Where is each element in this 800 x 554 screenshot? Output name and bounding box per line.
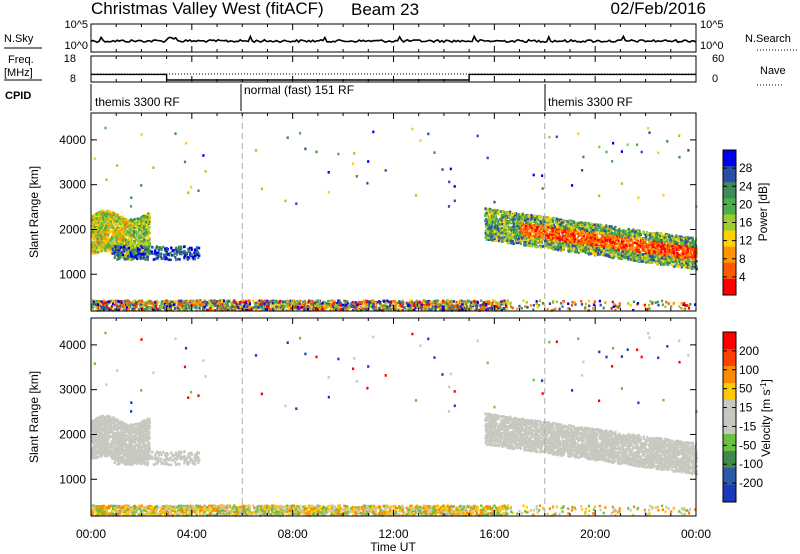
freq-panel: Freq. [MHz] 18 8 60 0 Nave xyxy=(4,53,786,86)
power-panel: 4000 3000 2000 1000 Slant Range [km] 28 24 20… xyxy=(27,112,770,312)
power-cbar-seg-2 xyxy=(723,182,736,199)
x-tick-2: 08:00 xyxy=(278,527,308,541)
power-cbar-tick-4: 12 xyxy=(739,234,753,248)
power-cbar-tick-3: 16 xyxy=(739,216,753,230)
velocity-cbar-tick-0: 200 xyxy=(739,344,759,358)
velocity-cbar-seg-1 xyxy=(723,349,736,367)
power-cbar-seg-5 xyxy=(723,230,736,248)
velocity-cbar-seg-4 xyxy=(723,400,736,418)
cpid-mode-3: themis 3300 RF xyxy=(548,95,633,109)
nsky-trace xyxy=(90,34,697,44)
nave-label: Nave xyxy=(760,65,786,77)
velocity-cbar-tick-6: -100 xyxy=(739,457,763,471)
velocity-ylabel: Slant Range [km] xyxy=(27,371,41,463)
nsky-panel: N.Sky 10^5 10^0 10^5 10^0 N.Search xyxy=(4,19,797,53)
power-ytick-1: 3000 xyxy=(59,178,86,192)
time-axis: 00:00 04:00 08:00 12:00 16:00 20:00 00:00 xyxy=(76,24,711,541)
x-tick-4: 16:00 xyxy=(479,527,509,541)
power-ytick-3: 1000 xyxy=(59,267,86,281)
velocity-cbar-seg-9 xyxy=(723,485,736,503)
x-tick-5: 20:00 xyxy=(580,527,610,541)
velocity-cbar-tick-5: -50 xyxy=(739,438,757,452)
cpid-mode-2: normal (fast) 151 RF xyxy=(244,83,354,97)
velocity-cbar-seg-2 xyxy=(723,366,736,384)
x-tick-3: 12:00 xyxy=(378,527,408,541)
velocity-colorbar-label: Velocity [m s-1] xyxy=(759,379,773,457)
power-cbar-seg-8 xyxy=(723,278,736,296)
nsky-tick-top: 10^5 xyxy=(64,19,88,31)
nsearch-label: N.Search xyxy=(745,33,791,45)
velocity-cbar-tick-1: 100 xyxy=(739,363,759,377)
power-colorbar: 28 24 20 16 12 8 4 xyxy=(722,149,753,296)
velocity-cbar-tick-3: 15 xyxy=(739,401,753,415)
beam-title: Beam 23 xyxy=(351,0,419,19)
power-cbar-seg-0 xyxy=(723,150,736,167)
power-cbar-seg-7 xyxy=(723,262,736,280)
freq-tick-top: 18 xyxy=(64,53,76,65)
nsearch-tick-bottom: 10^0 xyxy=(700,40,724,52)
x-tick-0: 00:00 xyxy=(76,527,106,541)
velocity-ytick-2: 2000 xyxy=(59,427,86,441)
nsky-tick-bottom: 10^0 xyxy=(64,40,88,52)
nsearch-tick-top: 10^5 xyxy=(700,19,724,31)
velocity-panel: 4000 3000 2000 1000 Slant Range [km] 200 100… xyxy=(27,317,773,517)
nave-tick-bottom: 0 xyxy=(712,73,718,85)
cpid-panel: CPID themis 3300 RF normal (fast) 151 RF… xyxy=(5,83,633,111)
velocity-cbar-seg-8 xyxy=(723,468,736,486)
freq-unit: [MHz] xyxy=(4,67,33,79)
velocity-ytick-0: 4000 xyxy=(59,338,86,352)
power-cbar-seg-3 xyxy=(723,198,736,215)
velocity-ytick-1: 3000 xyxy=(59,383,86,397)
mode-separators xyxy=(241,113,546,516)
power-cbar-tick-2: 20 xyxy=(739,197,753,211)
power-cbar-tick-6: 4 xyxy=(739,270,746,284)
power-ytick-2: 2000 xyxy=(59,222,86,236)
x-axis-label: Time UT xyxy=(370,540,416,554)
cpid-mode-1: themis 3300 RF xyxy=(95,95,180,109)
velocity-cbar-seg-3 xyxy=(723,383,736,401)
power-cbar-seg-6 xyxy=(723,246,736,264)
cpid-label: CPID xyxy=(5,90,31,102)
velocity-cbar-tick-2: 50 xyxy=(739,382,753,396)
power-ylabel: Slant Range [km] xyxy=(27,166,41,258)
velocity-scatter xyxy=(91,331,699,517)
date-title: 02/Feb/2016 xyxy=(611,0,706,18)
power-cbar-seg-1 xyxy=(723,166,736,183)
nsky-label: N.Sky xyxy=(4,33,34,45)
power-cbar-seg-4 xyxy=(723,214,736,232)
velocity-cbar-seg-7 xyxy=(723,451,736,469)
power-cbar-tick-1: 24 xyxy=(739,179,753,193)
velocity-cbar-tick-7: -200 xyxy=(739,476,763,490)
velocity-cbar-tick-4: -15 xyxy=(739,419,757,433)
power-cbar-tick-0: 28 xyxy=(739,161,753,175)
x-tick-1: 04:00 xyxy=(177,527,207,541)
freq-label: Freq. xyxy=(8,54,34,66)
x-tick-6: 00:00 xyxy=(681,527,711,541)
velocity-colorbar: 200 100 50 15 -15 -50 -100 -200 xyxy=(722,331,763,503)
nave-tick-top: 60 xyxy=(712,53,724,65)
station-title: Christmas Valley West (fitACF) xyxy=(91,0,324,18)
freq-tick-bottom: 8 xyxy=(70,73,76,85)
velocity-ytick-3: 1000 xyxy=(59,472,86,486)
power-scatter xyxy=(91,126,699,312)
power-ytick-0: 4000 xyxy=(59,133,86,147)
velocity-cbar-seg-5 xyxy=(723,417,736,435)
power-cbar-tick-5: 8 xyxy=(739,252,746,266)
velocity-cbar-seg-0 xyxy=(723,332,736,350)
velocity-cbar-seg-6 xyxy=(723,434,736,452)
power-colorbar-label: Power [dB] xyxy=(756,183,770,242)
